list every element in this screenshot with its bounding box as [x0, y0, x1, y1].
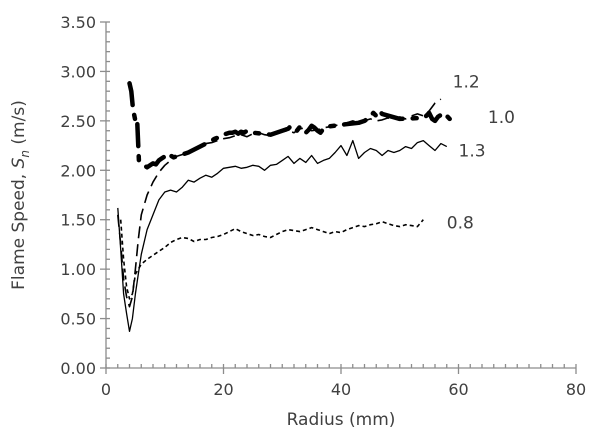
series-label-1-2: 1.2 — [453, 72, 480, 92]
series-line-1-0 — [127, 81, 452, 170]
y-axis-title: Flame Speed, Sn (m/s) — [9, 100, 32, 290]
x-tick-label: 80 — [566, 380, 586, 399]
axes: 0.00 0.50 1.00 1.50 2.00 2.50 3.00 3.50 0 20 40 60 8… — [60, 13, 586, 399]
y-tick-label: 2.00 — [60, 161, 96, 180]
series-label-1-0: 1.0 — [488, 108, 515, 128]
series-label-1-3: 1.3 — [459, 142, 486, 162]
y-axis-title-unit: (m/s) — [9, 100, 29, 150]
y-tick-label: 1.00 — [60, 260, 96, 279]
series-label-0-8: 0.8 — [447, 214, 474, 234]
series-line-0-8 — [119, 219, 424, 300]
labels-layer: 1.2 1.01.3 0.8 — [447, 72, 515, 233]
y-tick-label: 2.50 — [60, 112, 96, 131]
y-axis-title-main: Flame Speed, — [9, 168, 29, 289]
x-tick-label: 60 — [448, 380, 468, 399]
x-tick-label: 40 — [331, 380, 351, 399]
y-tick-label: 0.00 — [60, 359, 96, 378]
x-tick-label: 0 — [101, 380, 111, 399]
y-axis-title-subscript: n — [18, 150, 32, 158]
series-line-1-3 — [117, 139, 448, 333]
series-layer — [117, 81, 452, 333]
y-tick-label: 3.00 — [60, 62, 96, 81]
x-axis-title: Radius (mm) — [287, 410, 396, 430]
y-axis-title-symbol: S — [9, 157, 29, 168]
y-tick-label: 1.50 — [60, 211, 96, 230]
y-tick-label: 0.50 — [60, 310, 96, 329]
x-tick-label: 20 — [213, 380, 233, 399]
y-tick-label: 3.50 — [60, 13, 96, 32]
